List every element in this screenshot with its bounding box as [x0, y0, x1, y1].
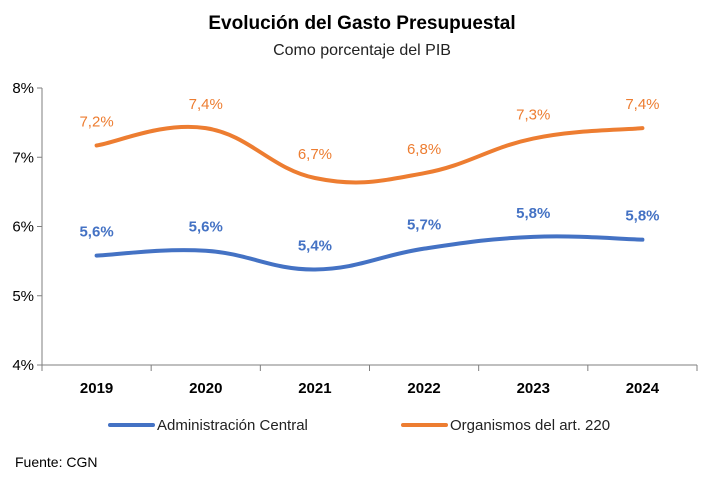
x-tick-label: 2022 — [407, 380, 440, 397]
x-tick-label: 2020 — [189, 380, 222, 397]
data-label: 7,4% — [625, 96, 659, 113]
y-tick-label: 7% — [12, 149, 34, 166]
data-label: 5,8% — [516, 205, 550, 222]
legend-label-1: Organismos del art. 220 — [450, 417, 610, 434]
data-label: 7,2% — [79, 113, 113, 130]
y-tick-label: 4% — [12, 357, 34, 374]
x-tick-label: 2019 — [80, 380, 113, 397]
data-label: 5,6% — [79, 224, 113, 241]
x-tick-label: 2021 — [298, 380, 331, 397]
y-tick-label: 8% — [12, 80, 34, 97]
data-label: 5,7% — [407, 217, 441, 234]
series-line-0 — [94, 234, 645, 272]
data-label: 5,4% — [298, 237, 332, 254]
data-label: 6,7% — [298, 146, 332, 163]
legend: Administración Central Organismos del art… — [108, 417, 610, 434]
chart-subtitle: Como porcentaje del PIB — [273, 42, 451, 59]
y-tick-label: 6% — [12, 219, 34, 236]
x-tick-label: 2023 — [517, 380, 550, 397]
legend-label-0: Administración Central — [157, 417, 308, 434]
source-note: Fuente: CGN — [15, 454, 97, 470]
data-label: 7,4% — [189, 96, 223, 113]
axes: 4% 5% 6% 7% 8% 2019 2020 2021 2022 2023 2024 — [12, 80, 698, 397]
data-labels: 5,6% 5,6% 5,4% 5,7% 5,8% 5,8% 7,2% 7,4% 6,7% 6,8%… — [79, 96, 659, 254]
data-label: 5,8% — [625, 208, 659, 225]
series-lines — [94, 125, 645, 272]
chart-title: Evolución del Gasto Presupuestal — [208, 13, 515, 34]
y-tick-label: 5% — [12, 288, 34, 305]
x-tick-label: 2024 — [626, 380, 660, 397]
data-label: 7,3% — [516, 107, 550, 124]
data-label: 6,8% — [407, 141, 441, 158]
series-line-1 — [94, 125, 645, 185]
data-label: 5,6% — [189, 219, 223, 236]
